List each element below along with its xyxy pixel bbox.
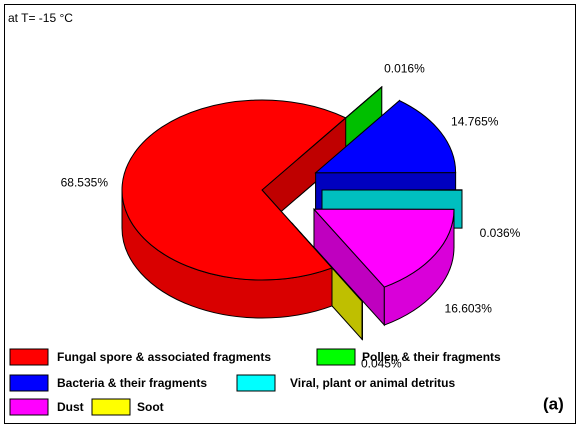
annotation: (a) <box>543 394 564 413</box>
slice <box>121 99 347 281</box>
legend-label: Bacteria & their fragments <box>57 376 207 390</box>
legend-label: Viral, plant or animal detritus <box>290 376 455 390</box>
legend-swatch <box>9 398 49 416</box>
slice <box>297 86 383 160</box>
legend-label: Fungal spore & associated fragments <box>57 350 271 364</box>
legend-swatch <box>91 398 131 416</box>
value-label: 0.045% <box>361 356 402 370</box>
frame <box>4 4 576 424</box>
value-label: 0.016% <box>384 62 425 76</box>
slice <box>314 100 457 174</box>
value-label: 0.036% <box>480 226 521 240</box>
legend-swatch <box>316 348 356 366</box>
legend-label: Pollen & their fragments <box>362 350 501 364</box>
legend-swatch <box>9 374 49 392</box>
legend-label: Dust <box>57 400 84 414</box>
value-label: 14.765% <box>451 115 499 129</box>
chart-title: at T= -15 °C <box>8 11 73 25</box>
legend-swatch <box>236 374 276 392</box>
legend-swatch <box>9 348 49 366</box>
legend-label: Soot <box>137 400 164 414</box>
slice <box>312 208 455 288</box>
value-label: 68.535% <box>61 176 109 190</box>
value-label: 16.603% <box>445 301 493 315</box>
slice <box>291 223 364 302</box>
